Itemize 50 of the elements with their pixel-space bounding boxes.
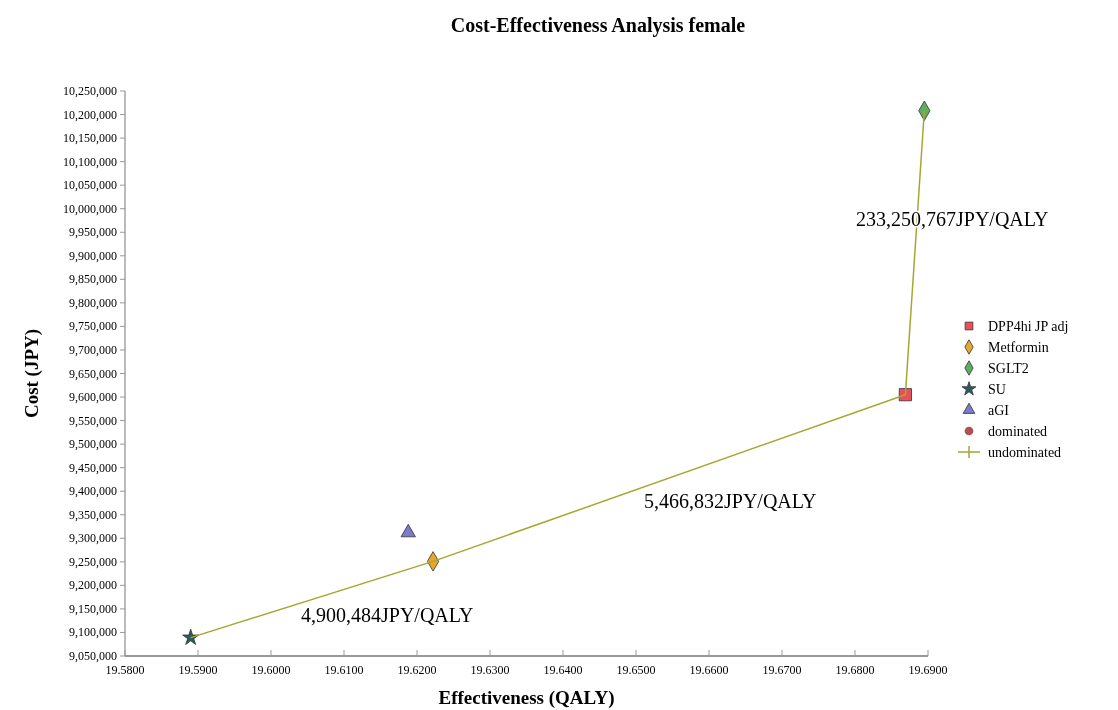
chart-title: Cost-Effectiveness Analysis female <box>450 14 746 37</box>
y-tick-label: 10,000,000 <box>63 201 117 216</box>
annotation: 5,466,832JPY/QALY <box>644 490 817 512</box>
x-tick-label: 19.6900 <box>908 663 948 677</box>
y-tick-label: 9,800,000 <box>69 295 117 310</box>
y-tick-label: 10,200,000 <box>63 107 117 122</box>
x-tick-label: 19.6700 <box>762 663 802 677</box>
x-axis-title: Effectiveness (QALY) <box>438 687 615 709</box>
y-axis-title: Cost (JPY) <box>21 328 43 419</box>
y-tick-label: 9,700,000 <box>69 342 117 357</box>
x-tick-label: 19.6100 <box>324 663 364 677</box>
y-tick-label: 9,650,000 <box>69 366 117 381</box>
x-tick-label: 19.5800 <box>105 663 145 677</box>
y-tick-label: 10,250,000 <box>63 84 117 98</box>
x-tick-label: 19.6300 <box>470 663 510 677</box>
legend-label: SU <box>988 382 1006 397</box>
y-tick-label: 10,050,000 <box>63 178 117 193</box>
y-tick-label: 9,250,000 <box>69 554 117 569</box>
y-tick-label: 9,400,000 <box>69 484 117 499</box>
x-tick-label: 19.6000 <box>251 663 291 677</box>
y-tick-label: 9,100,000 <box>69 625 117 640</box>
y-tick-label: 10,100,000 <box>63 154 117 169</box>
y-tick-label: 9,050,000 <box>69 649 117 663</box>
x-tick-label: 19.6200 <box>397 663 437 677</box>
x-tick-label: 19.5900 <box>178 663 218 677</box>
annotation: 4,900,484JPY/QALY <box>301 604 474 626</box>
x-tick-label: 19.6500 <box>616 663 656 677</box>
y-tick-label: 10,150,000 <box>63 131 117 146</box>
y-tick-label: 9,200,000 <box>69 578 117 593</box>
y-tick-label: 9,500,000 <box>69 437 117 452</box>
y-tick-label: 9,350,000 <box>69 507 117 522</box>
legend-label: aGI <box>988 403 1010 418</box>
point <box>400 523 416 538</box>
legend-label: undominated <box>988 445 1062 460</box>
x-tick-label: 19.6600 <box>689 663 729 677</box>
y-tick-label: 9,300,000 <box>69 531 117 546</box>
legend-label: DPP4hi JP adj <box>988 319 1069 334</box>
y-tick-label: 9,550,000 <box>69 413 117 428</box>
y-tick-label: 9,750,000 <box>69 319 117 334</box>
x-tick-label: 19.6400 <box>543 663 583 677</box>
y-tick-label: 9,950,000 <box>69 225 117 240</box>
y-tick-label: 9,150,000 <box>69 601 117 616</box>
y-tick-label: 9,600,000 <box>69 390 117 405</box>
legend-label: dominated <box>988 424 1048 439</box>
y-tick-label: 9,900,000 <box>69 248 117 263</box>
legend-label: SGLT2 <box>988 361 1029 376</box>
legend-label: Metformin <box>988 340 1049 355</box>
y-tick-label: 9,450,000 <box>69 460 117 475</box>
x-tick-label: 19.6800 <box>835 663 875 677</box>
y-tick-label: 9,850,000 <box>69 272 117 287</box>
